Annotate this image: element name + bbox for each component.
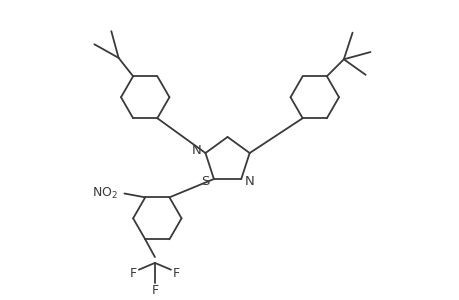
Text: N: N bbox=[191, 144, 201, 157]
Text: F: F bbox=[151, 284, 158, 296]
Text: F: F bbox=[172, 267, 179, 280]
Text: N: N bbox=[245, 175, 254, 188]
Text: NO$_2$: NO$_2$ bbox=[91, 186, 118, 201]
Text: S: S bbox=[201, 175, 209, 188]
Text: F: F bbox=[130, 267, 137, 280]
